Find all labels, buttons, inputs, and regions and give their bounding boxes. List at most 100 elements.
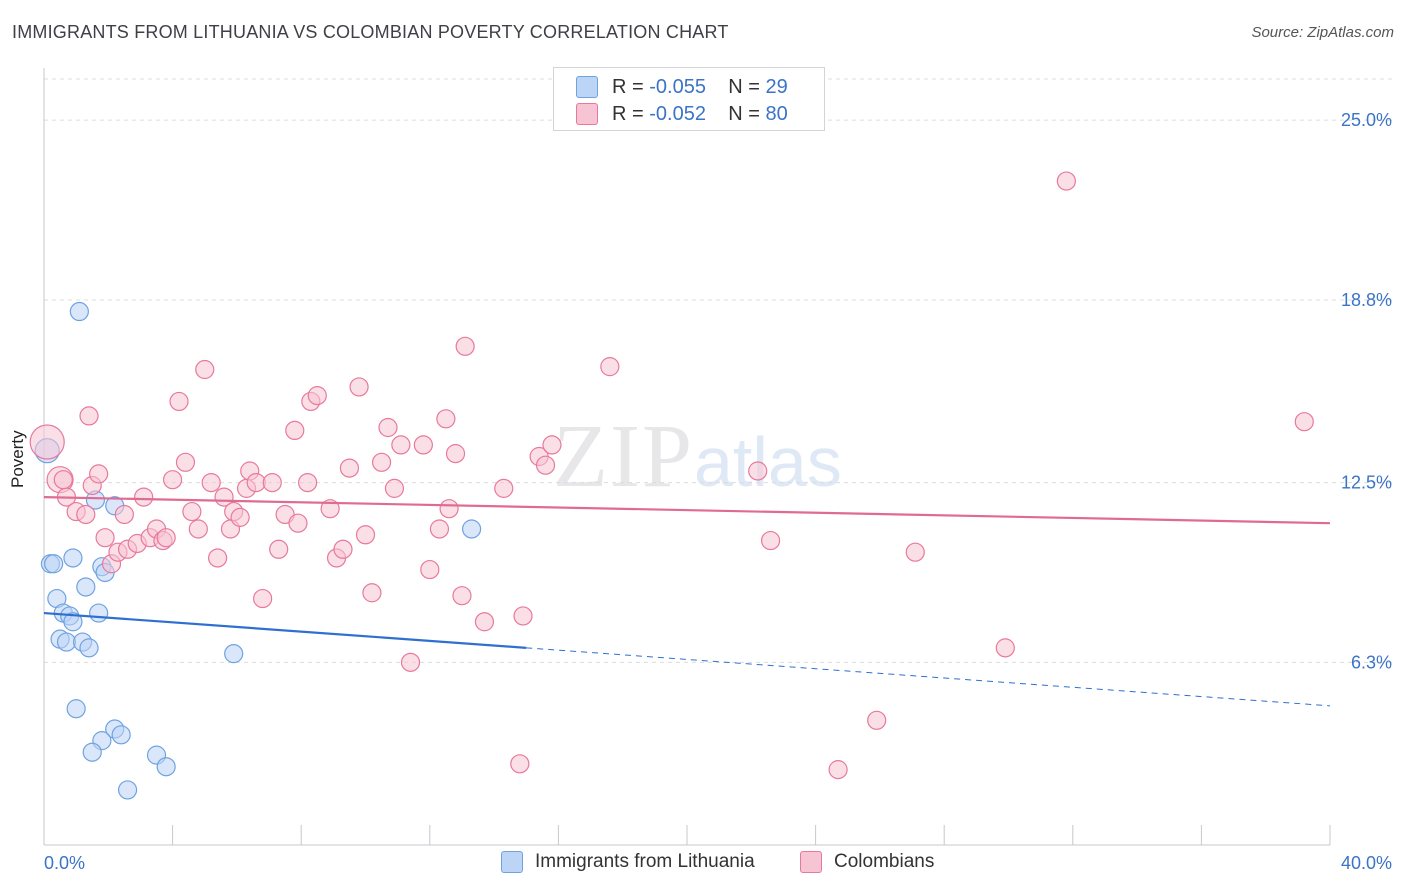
legend-n-value: 29	[765, 75, 788, 98]
y-tick-label: 6.3%	[1351, 652, 1392, 672]
colombians-point	[253, 588, 273, 609]
y-tick-label: 25.0%	[1341, 110, 1392, 130]
colombians-point	[1294, 412, 1314, 432]
legend-r-value: -0.055	[649, 75, 706, 98]
colombians-point	[195, 359, 215, 380]
lithuania-point	[56, 632, 77, 652]
colombians-point	[420, 559, 440, 580]
lithuania-trend-extension	[526, 647, 1331, 707]
legend-r-value: -0.052	[649, 102, 706, 125]
lithuania-point	[117, 780, 138, 800]
lithuania-point	[82, 742, 102, 762]
colombians-point	[333, 539, 353, 559]
colombians-point	[378, 417, 398, 438]
legend-swatch-blue	[576, 76, 598, 98]
colombians-point	[169, 391, 189, 412]
correlation-legend: R = -0.055 N = 29 R = -0.052 N = 80	[553, 67, 825, 131]
y-tick-label: 18.8%	[1341, 290, 1392, 310]
colombians-point	[89, 464, 109, 484]
colombians-point	[513, 606, 533, 626]
source-label: Source: ZipAtlas.com	[1251, 24, 1394, 41]
colombians-point	[95, 528, 115, 548]
watermark: ZIPatlas	[553, 405, 842, 508]
colombians-point	[748, 461, 768, 481]
colombians-point	[494, 478, 514, 498]
colombians-point	[349, 377, 369, 397]
colombians-point	[230, 507, 250, 527]
legend-n-label: N =	[728, 75, 766, 98]
colombians-point	[384, 478, 405, 498]
colombians-point	[413, 435, 433, 455]
legend-row-lithuania: R = -0.055 N = 29	[576, 74, 788, 100]
colombians-point	[298, 472, 318, 493]
colombians-point	[134, 487, 154, 507]
colombians-point	[182, 501, 202, 522]
lithuania-point	[44, 554, 64, 574]
colombians-point	[163, 470, 183, 490]
colombians-point	[400, 652, 421, 672]
colombians-point	[867, 710, 887, 730]
colombians-point	[362, 583, 382, 603]
lithuania-trend-line	[43, 611, 527, 649]
colombians-point	[436, 409, 456, 429]
colombians-point	[429, 519, 450, 539]
colombians-point	[53, 470, 73, 490]
bottom-legend-label: Immigrants from Lithuania	[535, 851, 755, 872]
colombians-point	[188, 519, 208, 539]
colombians-point	[474, 612, 495, 632]
colombians-point	[246, 472, 266, 493]
colombians-point	[339, 458, 360, 478]
lithuania-point	[461, 519, 482, 539]
colombians-point	[76, 504, 96, 525]
bottom-swatch-blue	[501, 851, 523, 873]
colombians-point	[156, 528, 176, 548]
lithuania-point	[63, 612, 83, 632]
colombians-trend-line	[43, 495, 1331, 525]
lithuania-point	[66, 699, 86, 719]
colombians-point	[285, 420, 305, 441]
colombians-point	[208, 548, 228, 568]
colombians-point	[320, 499, 340, 519]
legend-r-label: R =	[612, 102, 650, 125]
lithuania-point	[79, 638, 99, 658]
colombians-point	[371, 452, 392, 472]
bottom-legend-colombians: Colombians	[800, 851, 934, 873]
bottom-swatch-pink	[800, 851, 822, 873]
lithuania-point	[89, 603, 109, 623]
colombians-point	[262, 472, 282, 493]
colombians-point	[452, 586, 472, 606]
legend-swatch-pink	[576, 103, 598, 125]
bottom-legend-lithuania: Immigrants from Lithuania	[501, 851, 755, 873]
colombians-point	[201, 472, 221, 493]
colombians-point	[455, 336, 475, 356]
colombians-point	[995, 638, 1015, 658]
lithuania-point	[69, 301, 89, 322]
colombians-point	[828, 760, 848, 780]
colombians-point	[391, 435, 411, 455]
bottom-legend-label: Colombians	[834, 851, 935, 872]
lithuania-point	[76, 577, 96, 597]
legend-n-value: 80	[765, 102, 788, 125]
colombians-point	[760, 530, 781, 551]
legend-r-label: R =	[612, 75, 650, 98]
colombians-point	[510, 754, 530, 774]
chart-title: IMMIGRANTS FROM LITHUANIA VS COLOMBIAN P…	[12, 22, 729, 42]
legend-row-colombians: R = -0.052 N = 80	[576, 101, 788, 127]
colombians-point	[288, 513, 308, 533]
colombians-point	[905, 542, 925, 562]
colombians-point	[355, 525, 376, 545]
colombians-point	[175, 452, 196, 472]
colombians-point	[445, 444, 466, 464]
lithuania-point	[224, 644, 244, 664]
colombians-point	[439, 499, 459, 519]
lithuania-point	[111, 725, 131, 745]
colombians-point	[535, 455, 556, 475]
watermark-atlas: atlas	[694, 423, 842, 501]
legend-n-label: N =	[728, 102, 766, 125]
lithuania-point	[63, 548, 83, 568]
y-tick-label: 12.5%	[1341, 473, 1392, 493]
colombians-point	[307, 386, 327, 406]
colombians-point	[1056, 171, 1076, 191]
x-tick-label: 0.0%	[44, 853, 85, 873]
